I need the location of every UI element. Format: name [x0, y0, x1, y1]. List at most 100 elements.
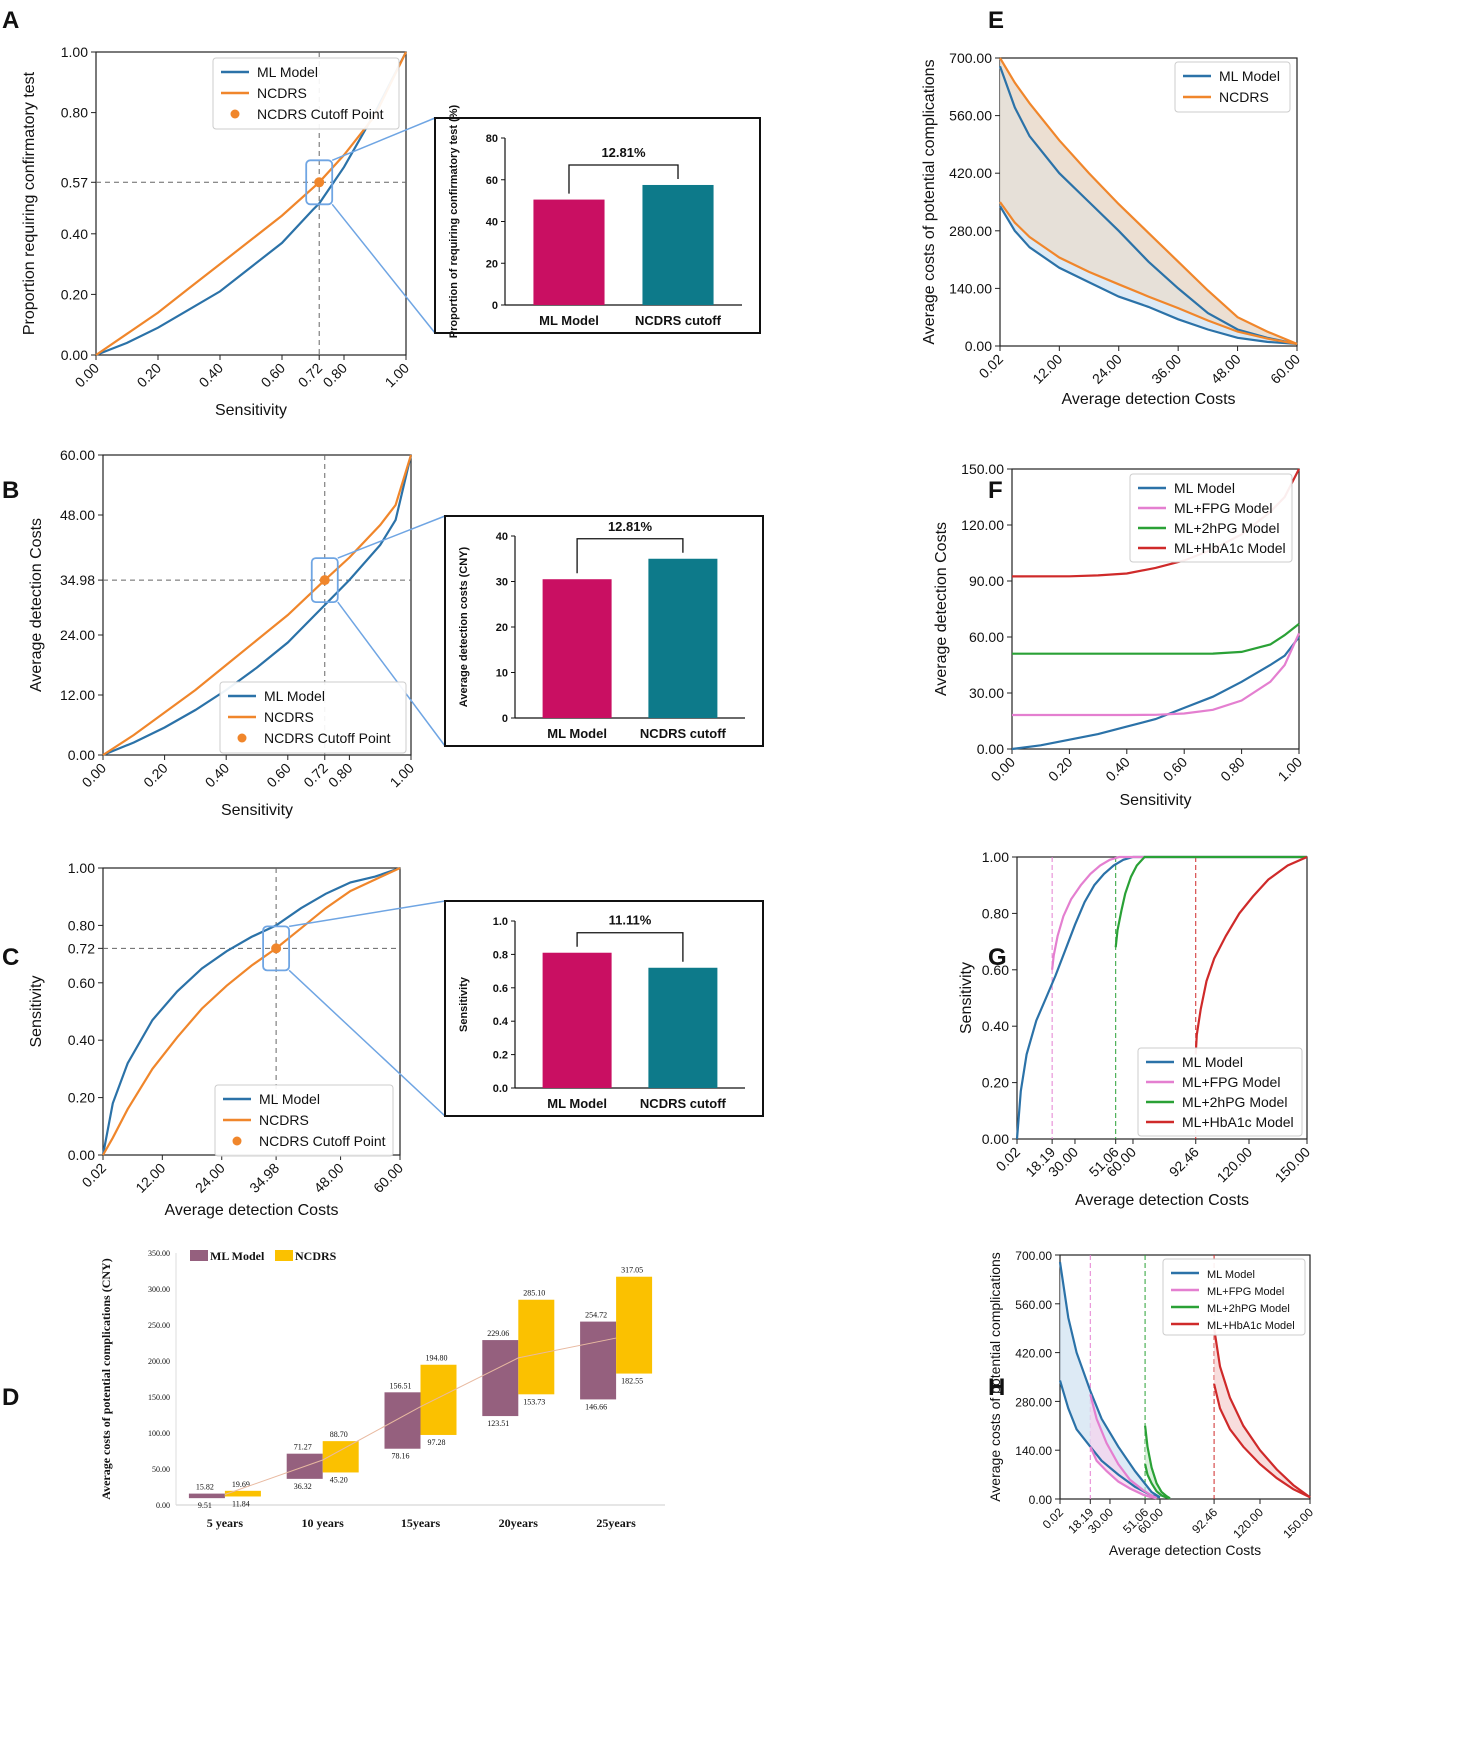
inset-y-tick-label: 40: [486, 217, 498, 229]
range-high-label: 156.51: [390, 1381, 412, 1390]
legend-label: NCDRS Cutoff Point: [257, 106, 384, 122]
range-low-label: 36.32: [294, 1482, 312, 1491]
legend-label: NCDRS Cutoff Point: [259, 1133, 386, 1149]
inset-diff-label: 11.11%: [609, 913, 652, 928]
inset-bar: [648, 558, 718, 718]
y-tick-label: 100.00: [148, 1429, 170, 1438]
y-tick-label: 280.00: [949, 223, 992, 239]
y-axis-label: Average detection Costs: [28, 518, 45, 692]
range-bar-ml-model: [482, 1340, 519, 1417]
range-low-label: 123.51: [487, 1419, 509, 1428]
inset-y-label: Proportion of requiring confirmatory tes…: [448, 104, 460, 338]
inset-category-label: NCDRS cutoff: [635, 313, 722, 328]
series-line: [999, 57, 1298, 345]
chart-f: 0.00 30.00 60.00 90.00 120.00 150.00 0.00 0.20 0…: [933, 461, 1305, 809]
range-high-label: 88.70: [330, 1430, 348, 1439]
legend-box: [1137, 1047, 1303, 1137]
y-axis-label: Average costs of potential complications…: [99, 1258, 113, 1499]
inset-y-tick-label: 0.4: [493, 1016, 509, 1028]
y-tick-label: 0.00: [68, 747, 95, 763]
y-tick-label: 0.00: [1029, 1493, 1053, 1507]
x-axis-label: Average detection Costs: [164, 1202, 338, 1219]
series-line: [1058, 1261, 1161, 1499]
inset-y-tick-label: 10: [496, 668, 508, 680]
y-tick-label: 0.57: [61, 174, 88, 190]
zoom-connector: [288, 969, 446, 1117]
legend-box: [1174, 61, 1291, 113]
legend-label: NCDRS: [257, 85, 307, 101]
legend-label: ML Model: [1207, 1269, 1255, 1281]
range-low-label: 9.51: [198, 1501, 212, 1510]
y-axis-label: Sensitivity: [958, 962, 975, 1034]
y-tick-label: 0.20: [982, 1075, 1009, 1091]
legend-swatch: [190, 1250, 208, 1261]
series-line-ml-model: [101, 866, 401, 1156]
x-tick-label: 92.46: [1189, 1505, 1220, 1536]
inset-bar: [542, 579, 612, 718]
legend-label: ML+HbA1c Model: [1182, 1114, 1294, 1130]
band-fill: [1000, 58, 1297, 344]
zoom-box: [310, 557, 339, 603]
range-low-label: 78.16: [392, 1452, 410, 1461]
y-tick-label: 30.00: [969, 685, 1004, 701]
cutoff-point: [314, 177, 325, 188]
x-axis-label: Average detection Costs: [1061, 391, 1235, 408]
series-line-ncdrs: [102, 867, 401, 1156]
x-tick-label: 0.20: [134, 360, 165, 391]
cutoff-point: [271, 943, 282, 954]
inset-y-tick-label: 0.8: [493, 949, 508, 961]
y-tick-label: 700.00: [1015, 1249, 1052, 1263]
range-bar-ncdrs: [420, 1364, 457, 1435]
axes-frame: [95, 51, 407, 356]
series-line: [1051, 855, 1307, 970]
y-tick-label: 0.00: [61, 347, 88, 363]
x-axis-label: Average detection Costs: [1075, 1192, 1249, 1209]
chart-a: 0.00 0.20 0.40 0.57 0.80 1.00 0.00 0.20 0.40 0.60…: [21, 44, 761, 419]
inset-bracket: [568, 164, 679, 194]
legend-label: ML+FPG Model: [1182, 1074, 1280, 1090]
inset-category-label: NCDRS cutoff: [640, 1096, 727, 1111]
y-axis-label: Average costs of potential complications: [987, 1252, 1003, 1502]
zoom-connector: [337, 515, 446, 559]
x-tick-label: 150.00: [1280, 1505, 1316, 1541]
category-label: 5 years: [207, 1516, 244, 1530]
inset-diff-label: 12.81%: [608, 519, 653, 534]
x-tick-label: 24.00: [1089, 351, 1125, 387]
range-bar-ml-model: [384, 1392, 421, 1449]
series-line: [1015, 855, 1307, 1140]
legend-label: ML Model: [1182, 1054, 1243, 1070]
inset-y-tick-label: 20: [496, 622, 508, 634]
series-line: [1012, 623, 1300, 655]
legend-label: ML+HbA1c Model: [1207, 1320, 1295, 1332]
range-high-label: 194.80: [426, 1354, 448, 1363]
x-tick-label: 0.60: [263, 760, 294, 791]
y-tick-label: 0.40: [68, 1032, 95, 1048]
y-tick-label: 0.80: [68, 917, 95, 933]
panel-label-e: E: [988, 7, 1004, 34]
inset-category-label: ML Model: [539, 313, 599, 328]
zoom-connector: [331, 117, 436, 161]
range-bar-ml-model: [580, 1321, 617, 1400]
x-tick-label: 0.02: [1040, 1505, 1067, 1532]
y-tick-label: 420.00: [949, 165, 992, 181]
legend-box: [212, 57, 400, 130]
y-tick-label: 0.00: [965, 338, 992, 354]
legend-label: ML+2hPG Model: [1174, 520, 1279, 536]
zoom-box: [305, 159, 334, 206]
panel-label-b: B: [2, 477, 19, 504]
range-high-label: 285.10: [523, 1289, 545, 1298]
range-bar-ml-model: [188, 1493, 225, 1499]
legend-label: ML Model: [210, 1249, 265, 1263]
chart-b: 0.00 12.00 24.00 34.98 48.00 60.00 0.00 0.20 0.4…: [28, 447, 764, 819]
series-line: [1213, 1383, 1311, 1499]
x-axis-label: Average detection Costs: [1109, 1542, 1261, 1558]
y-tick-label: 12.00: [60, 687, 95, 703]
x-tick-label: 0.80: [325, 760, 356, 791]
range-high-label: 15.82: [196, 1483, 214, 1492]
category-label: 15years: [401, 1516, 441, 1530]
panel-label-d: D: [2, 1384, 19, 1411]
y-tick-label: 140.00: [949, 280, 992, 296]
series-line: [998, 65, 1298, 345]
x-tick-label: 0.02: [79, 1160, 110, 1191]
inset-bracket: [576, 932, 684, 962]
